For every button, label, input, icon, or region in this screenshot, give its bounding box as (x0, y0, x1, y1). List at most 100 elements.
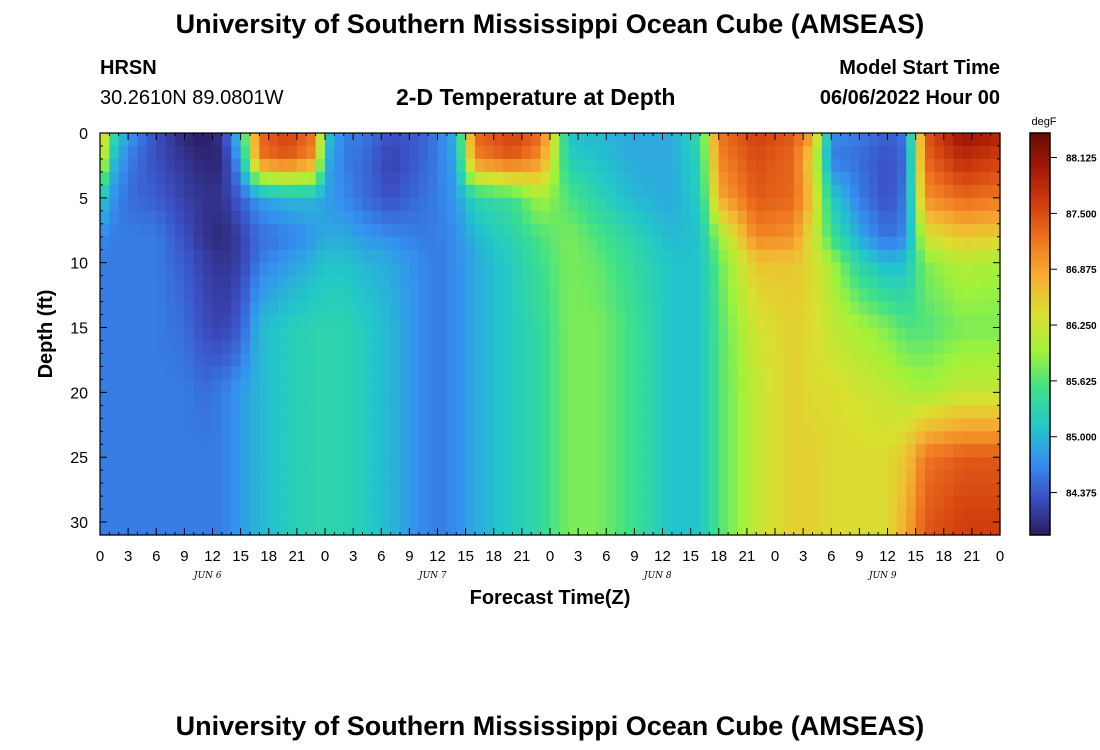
heatmap-cell (878, 457, 889, 471)
heatmap-cell (353, 418, 364, 432)
heatmap-cell (653, 457, 664, 471)
heatmap-cell (465, 522, 476, 536)
heatmap-cell (381, 379, 392, 393)
heatmap-cell (465, 509, 476, 523)
heatmap-cell (240, 366, 251, 380)
heatmap-cell (700, 353, 710, 368)
heatmap-cell (896, 327, 907, 342)
heatmap-cell (287, 236, 298, 251)
heatmap-cell (371, 379, 382, 393)
heatmap-cell (250, 184, 260, 199)
heatmap-cell (250, 262, 260, 277)
heatmap-cell (484, 158, 495, 173)
heatmap-cell (615, 340, 626, 355)
heatmap-cell (690, 327, 701, 342)
heatmap-cell (390, 522, 401, 536)
heatmap-cell (503, 509, 514, 523)
heatmap-cell (690, 145, 701, 160)
heatmap-cell (465, 262, 476, 277)
heatmap-cell (906, 223, 917, 238)
heatmap-cell (943, 210, 954, 225)
heatmap-cell (681, 197, 692, 212)
heatmap-cell (156, 353, 167, 368)
heatmap-cell (850, 392, 860, 406)
heatmap-cell (990, 379, 1001, 393)
heatmap-cell (146, 145, 157, 160)
heatmap-cell (859, 418, 870, 432)
heatmap-cell (259, 236, 270, 251)
heatmap-cell (568, 496, 579, 510)
heatmap-cell (475, 353, 485, 368)
heatmap-cell (550, 314, 560, 329)
heatmap-cell (643, 145, 654, 160)
heatmap-cell (990, 133, 1001, 147)
heatmap-cell (165, 483, 176, 497)
x-tick-label: 3 (349, 548, 357, 565)
heatmap-cell (418, 236, 429, 251)
heatmap-cell (718, 366, 729, 380)
heatmap-cell (353, 314, 364, 329)
heatmap-cell (596, 457, 607, 471)
heatmap-cell (728, 470, 739, 484)
heatmap-cell (259, 483, 270, 497)
heatmap-cell (634, 340, 645, 355)
heatmap-cell (850, 327, 860, 342)
heatmap-cell (634, 275, 645, 290)
heatmap-cell (868, 327, 879, 342)
heatmap-cell (240, 158, 251, 173)
heatmap-cell (456, 275, 467, 290)
heatmap-cell (296, 405, 307, 419)
heatmap-cell (643, 210, 654, 225)
heatmap-cell (615, 470, 626, 484)
heatmap-cell (503, 327, 514, 342)
heatmap-cell (100, 262, 110, 277)
heatmap-cell (925, 379, 935, 393)
heatmap-cell (156, 327, 167, 342)
heatmap-cell (231, 314, 242, 329)
heatmap-cell (634, 158, 645, 173)
heatmap-cell (709, 431, 720, 445)
heatmap-cell (625, 301, 635, 316)
heatmap-cell (756, 314, 767, 329)
heatmap-cell (259, 405, 270, 419)
heatmap-cell (662, 275, 673, 290)
heatmap-cell (184, 522, 195, 536)
heatmap-cell (606, 457, 617, 471)
heatmap-cell (953, 431, 964, 445)
heatmap-cell (615, 133, 626, 147)
x-tick-label: 12 (654, 548, 671, 565)
heatmap-cell (709, 210, 720, 225)
heatmap-cell (653, 444, 664, 458)
heatmap-cell (934, 133, 945, 147)
heatmap-cell (531, 418, 542, 432)
heatmap-cell (550, 392, 560, 406)
heatmap-cell (521, 327, 532, 342)
heatmap-cell (606, 509, 617, 523)
heatmap-cell (840, 470, 851, 484)
colorbar-tick-label: 87.500 (1066, 209, 1097, 220)
heatmap-cell (568, 210, 579, 225)
heatmap-cell (503, 366, 514, 380)
heatmap-cell (484, 405, 495, 419)
heatmap-cell (643, 275, 654, 290)
heatmap-cell (362, 470, 373, 484)
heatmap-cell (690, 158, 701, 173)
heatmap-cell (165, 184, 176, 199)
heatmap-cell (240, 470, 251, 484)
heatmap-cell (550, 522, 560, 536)
heatmap-cell (868, 418, 879, 432)
heatmap-cell (203, 262, 214, 277)
heatmap-cell (531, 133, 542, 147)
heatmap-cell (306, 133, 317, 147)
heatmap-cell (184, 197, 195, 212)
heatmap-cell (737, 158, 748, 173)
heatmap-cell (146, 340, 157, 355)
heatmap-cell (634, 353, 645, 368)
heatmap-cell (278, 145, 289, 160)
heatmap-cell (193, 483, 204, 497)
heatmap-cell (568, 392, 579, 406)
heatmap-cell (925, 340, 935, 355)
heatmap-cell (165, 353, 176, 368)
heatmap-cell (775, 249, 785, 264)
heatmap-cell (278, 223, 289, 238)
